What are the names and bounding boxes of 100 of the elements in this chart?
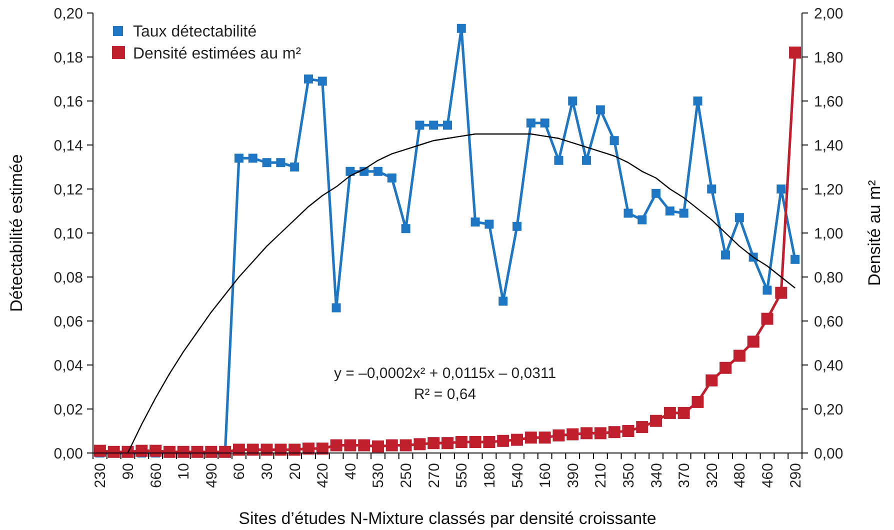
- point: [552, 429, 565, 442]
- y-tick-label: 0,00: [54, 445, 83, 462]
- point: [775, 286, 788, 299]
- x-tick-label: 160: [537, 463, 554, 488]
- point: [219, 446, 232, 458]
- x-tick-label: 490: [203, 463, 220, 488]
- x-tick-label: 230: [92, 463, 110, 488]
- point: [652, 188, 661, 198]
- y2-tick-label: 0,20: [814, 401, 844, 418]
- y-tick-label: 0,12: [54, 181, 83, 198]
- point: [566, 428, 579, 440]
- point: [568, 96, 578, 106]
- x-tick-label: 60: [231, 463, 248, 480]
- point: [720, 362, 732, 374]
- point: [789, 46, 802, 59]
- point: [497, 434, 510, 447]
- point: [512, 222, 522, 231]
- point: [246, 444, 259, 456]
- point: [455, 436, 468, 448]
- point: [386, 439, 398, 452]
- x-tick-label: 30: [259, 463, 276, 480]
- point: [428, 437, 440, 450]
- point: [373, 166, 382, 176]
- point: [622, 425, 634, 437]
- point: [387, 174, 396, 182]
- x-tick-label: 370: [676, 463, 694, 488]
- point: [304, 74, 313, 84]
- x-tick-label: 90: [120, 463, 138, 480]
- point: [524, 432, 537, 444]
- y-tick-label: 0,02: [54, 401, 83, 418]
- point: [511, 434, 524, 446]
- point: [248, 154, 258, 163]
- point: [762, 286, 772, 295]
- point: [274, 444, 287, 456]
- point: [483, 436, 496, 448]
- y2-tick-label: 1,00: [814, 225, 844, 242]
- point: [636, 421, 648, 434]
- x-tick-label: 340: [648, 463, 666, 488]
- point: [692, 396, 704, 408]
- point: [260, 444, 273, 456]
- x-tick-label: 270: [426, 463, 443, 488]
- point: [580, 427, 593, 440]
- point: [665, 206, 674, 216]
- y2-tick-label: 1,60: [814, 93, 844, 110]
- point: [538, 432, 551, 444]
- y2-tick-label: 0,40: [814, 357, 844, 374]
- point: [608, 426, 620, 438]
- y2-tick-label: 1,40: [814, 137, 844, 154]
- point: [415, 120, 424, 130]
- x-tick-label: 210: [592, 463, 610, 488]
- point: [318, 76, 327, 86]
- x-tick-label: 320: [704, 463, 721, 488]
- point: [582, 156, 592, 165]
- y-tick-label: 0,16: [54, 93, 83, 110]
- point: [624, 208, 633, 218]
- point: [205, 446, 218, 458]
- y2-tick-label: 0,80: [814, 269, 844, 286]
- point: [733, 350, 746, 362]
- point: [747, 336, 760, 348]
- point: [540, 118, 550, 128]
- x-tick-label: 180: [481, 463, 498, 488]
- point: [596, 105, 605, 114]
- x-tick-label: 660: [148, 463, 165, 488]
- point: [108, 446, 120, 458]
- annotation: y = –0,0002x² + 0,0115x – 0,0311: [334, 365, 556, 382]
- y2-tick-label: 0,60: [814, 313, 844, 330]
- x-tick-label: 530: [370, 463, 388, 488]
- point: [484, 220, 494, 229]
- point: [232, 444, 245, 456]
- x-axis-title: Sites d’études N-Mixture classés par densité croissante: [238, 509, 656, 528]
- point: [776, 184, 786, 194]
- y-tick-label: 0,04: [54, 357, 83, 374]
- point: [610, 136, 619, 146]
- point: [276, 158, 286, 168]
- x-tick-label: 20: [286, 463, 304, 480]
- point: [650, 414, 662, 427]
- annotation: R² = 0,64: [414, 386, 476, 403]
- point: [177, 446, 190, 458]
- point: [414, 438, 426, 450]
- point: [234, 154, 244, 163]
- x-tick-label: 390: [564, 463, 582, 488]
- point: [594, 427, 606, 440]
- point: [470, 218, 480, 226]
- x-tick-label: 40: [342, 463, 360, 480]
- point: [330, 439, 342, 452]
- x-tick-label: 480: [732, 463, 749, 488]
- point: [302, 442, 314, 455]
- point: [358, 439, 370, 452]
- x-tick-label: 250: [398, 463, 416, 488]
- point: [316, 442, 328, 455]
- point: [372, 440, 384, 452]
- y2-tick-label: 2,00: [814, 5, 844, 22]
- point: [693, 96, 702, 106]
- x-tick-label: 460: [759, 463, 776, 488]
- point: [344, 439, 356, 452]
- point: [429, 120, 438, 130]
- point: [638, 215, 647, 224]
- point: [679, 208, 688, 218]
- point: [122, 446, 134, 458]
- y-tick-label: 0,08: [54, 269, 83, 286]
